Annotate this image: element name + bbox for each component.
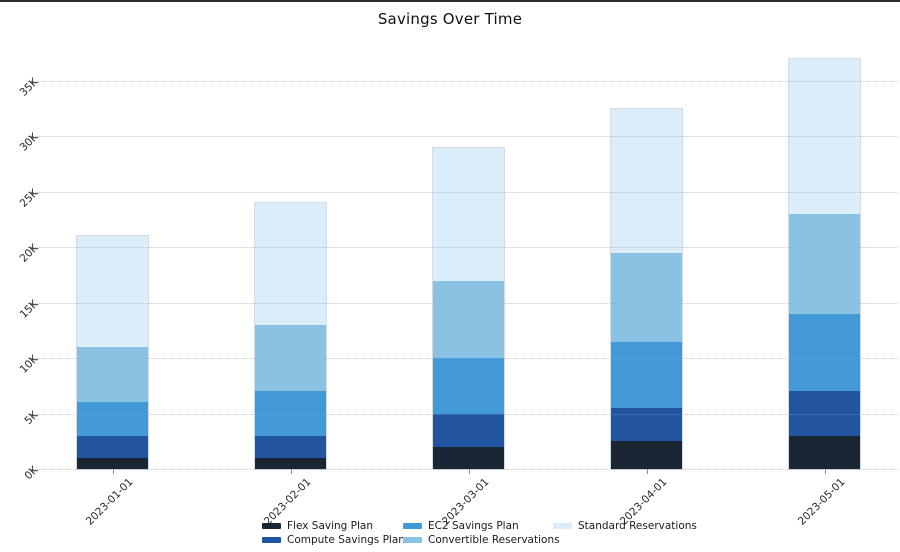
segment-2023-01-01-convertible-reservations [77,347,148,403]
gridline-30K [35,136,898,138]
x-tick-2023-02-01 [290,469,292,474]
legend-label-convertible-reservations: Convertible Reservations [428,534,560,546]
segment-2023-05-01-standard-reservations [789,58,860,215]
stacked-bar-2023-02-01 [254,201,327,470]
legend-swatch-convertible-reservations [403,537,422,543]
segment-2023-04-01-convertible-reservations [611,252,682,342]
legend-swatch-flex-saving-plan [262,523,281,529]
legend-swatch-standard-reservations [553,523,572,529]
segment-2023-05-01-convertible-reservations [789,214,860,314]
y-tick-25K [28,191,34,193]
legend-label-compute-savings-plan: Compute Savings Plan [287,534,405,546]
segment-2023-02-01-flex-saving-plan [255,457,326,469]
segment-2023-03-01-flex-saving-plan [433,446,504,469]
segment-2023-02-01-compute-savings-plan [255,435,326,458]
segment-2023-02-01-ec2-savings-plan [255,391,326,436]
segment-2023-03-01-convertible-reservations [433,280,504,359]
legend-swatch-ec2-savings-plan [403,523,422,529]
stacked-bar-2023-01-01 [76,235,149,470]
x-tick-2023-04-01 [646,469,648,474]
segment-2023-03-01-ec2-savings-plan [433,358,504,414]
segment-2023-02-01-convertible-reservations [255,324,326,392]
gridline-35K [35,81,898,83]
y-axis-label-0K: 0K [22,464,41,483]
y-axis-label-5K: 5K [22,408,41,427]
y-tick-5K [28,413,34,415]
segment-2023-05-01-ec2-savings-plan [789,313,860,392]
legend-label-ec2-savings-plan: EC2 Savings Plan [428,520,519,532]
y-axis-label-35K: 35K [17,76,41,99]
x-tick-2023-01-01 [112,469,114,474]
segment-2023-03-01-standard-reservations [433,147,504,281]
y-axis-label-15K: 15K [17,297,41,321]
stacked-bar-2023-04-01 [610,107,683,470]
x-axis-label-2023-05-01: 2023-05-01 [795,476,847,528]
segment-2023-04-01-standard-reservations [611,108,682,253]
segment-2023-04-01-compute-savings-plan [611,408,682,442]
y-tick-15K [28,302,34,304]
segment-2023-04-01-ec2-savings-plan [611,341,682,409]
segment-2023-01-01-compute-savings-plan [77,435,148,458]
y-axis-label-10K: 10K [17,353,41,376]
stacked-bar-2023-05-01 [788,57,861,470]
x-tick-2023-03-01 [468,469,470,474]
segment-2023-04-01-flex-saving-plan [611,441,682,469]
y-tick-10K [28,358,34,360]
y-axis-label-30K: 30K [17,131,41,155]
legend-swatch-compute-savings-plan [262,537,281,543]
legend-label-standard-reservations: Standard Reservations [578,520,697,532]
segment-2023-01-01-ec2-savings-plan [77,402,148,436]
y-axis-label-25K: 25K [17,186,41,210]
y-axis-label-20K: 20K [17,242,41,266]
y-tick-20K [28,247,34,249]
segment-2023-02-01-standard-reservations [255,202,326,325]
y-tick-0K [28,469,34,470]
chart-title: Savings Over Time [377,10,523,28]
segment-2023-05-01-compute-savings-plan [789,391,860,436]
y-tick-35K [28,81,34,83]
segment-2023-01-01-standard-reservations [77,236,148,348]
stacked-bar-2023-03-01 [432,146,505,470]
y-tick-30K [28,136,34,138]
legend-label-flex-saving-plan: Flex Saving Plan [287,520,374,532]
x-tick-2023-05-01 [824,469,826,474]
x-axis-label-2023-01-01: 2023-01-01 [83,476,135,528]
segment-2023-01-01-flex-saving-plan [77,457,148,469]
segment-2023-03-01-compute-savings-plan [433,413,504,447]
segment-2023-05-01-flex-saving-plan [789,435,860,469]
